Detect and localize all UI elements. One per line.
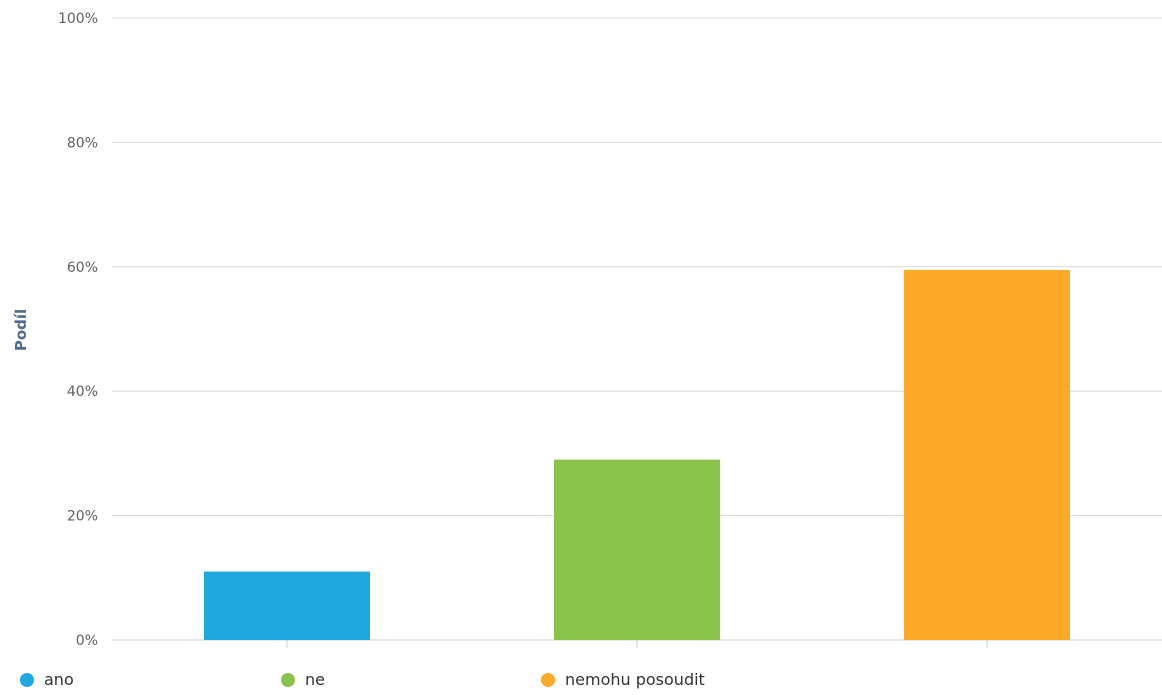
y-tick-label: 100% (58, 11, 98, 27)
legend-dot-nemohu-posoudit (541, 672, 555, 687)
legend-label-ano: ano (44, 670, 74, 689)
y-tick-label: 40% (67, 384, 98, 400)
legend-item-nemohu-posoudit[interactable]: nemohu posoudit (541, 670, 705, 689)
y-tick-label: 60% (67, 260, 98, 276)
legend-dot-ne (281, 672, 295, 687)
legend-item-ne[interactable]: ne (281, 670, 325, 689)
y-tick-label: 0% (76, 633, 98, 649)
bar-ano[interactable] (204, 571, 370, 640)
bar-nemohu-posoudit[interactable] (904, 269, 1070, 640)
y-axis-title: Podíl (12, 309, 30, 351)
y-tick-label: 20% (67, 509, 98, 525)
legend: ano ne nemohu posoudit (0, 670, 1162, 694)
x-axis-ticks (286, 640, 988, 648)
bars (204, 269, 1070, 640)
legend-item-ano[interactable]: ano (20, 670, 74, 689)
legend-label-ne: ne (305, 670, 325, 689)
bar-chart: 0% 20% 40% 60% 80% 100% Podíl (12, 11, 1162, 649)
bar-ne[interactable] (554, 459, 720, 640)
legend-dot-ano (20, 672, 34, 687)
y-tick-label: 80% (67, 135, 98, 151)
legend-label-nemohu-posoudit: nemohu posoudit (565, 670, 705, 689)
y-axis-ticks: 0% 20% 40% 60% 80% 100% (58, 11, 98, 649)
